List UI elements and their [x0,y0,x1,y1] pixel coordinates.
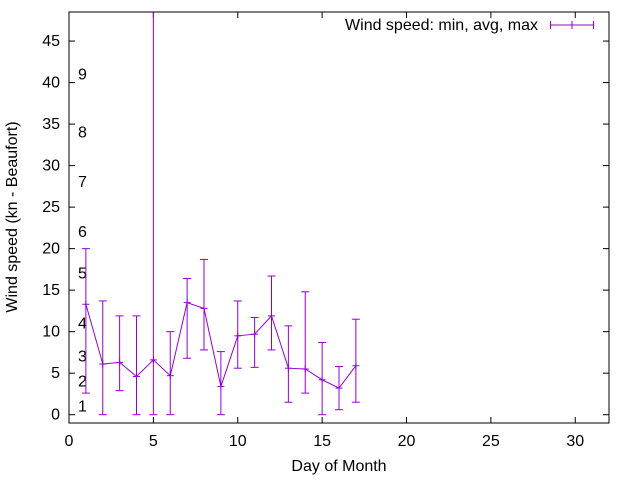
errorbar-sample-icon [550,21,594,29]
y-tick-label: 35 [42,116,60,133]
y-tick-label: 0 [51,407,60,424]
errorbar-series [81,12,360,416]
y-tick-label: 5 [51,365,60,382]
plot-border [68,11,610,424]
beaufort-scale-label: 8 [78,124,87,141]
x-tick-label: 0 [65,433,74,450]
x-tick-label: 25 [482,433,500,450]
y-tick-label: 10 [42,324,60,341]
y-tick-label: 15 [42,282,60,299]
beaufort-scale-label: 4 [78,315,87,332]
y-tick-label: 25 [42,199,60,216]
beaufort-scale-label: 9 [78,66,87,83]
y-axis-label: Wind speed (kn - Beaufort) [4,121,21,312]
legend: Wind speed: min, avg, max [345,17,594,34]
x-tick-label: 10 [229,433,247,450]
x-tick-label: 20 [398,433,416,450]
x-axis-label: Day of Month [291,458,386,475]
beaufort-scale-label: 3 [78,349,87,366]
beaufort-scale-label: 6 [78,224,87,241]
y-tick-label: 40 [42,75,60,92]
beaufort-scale-label: 2 [78,373,87,390]
y-tick-label: 30 [42,158,60,175]
beaufort-scale-label: 1 [78,398,87,415]
x-tick-label: 5 [149,433,158,450]
avg-line [85,301,357,389]
beaufort-scale-label: 5 [78,266,87,283]
beaufort-scale-label: 7 [78,174,87,191]
y-tick-label: 45 [42,33,60,50]
y-tick-label: 20 [42,241,60,258]
x-tick-label: 15 [313,433,331,450]
x-tick-label: 30 [566,433,584,450]
legend-label: Wind speed: min, avg, max [345,17,538,34]
